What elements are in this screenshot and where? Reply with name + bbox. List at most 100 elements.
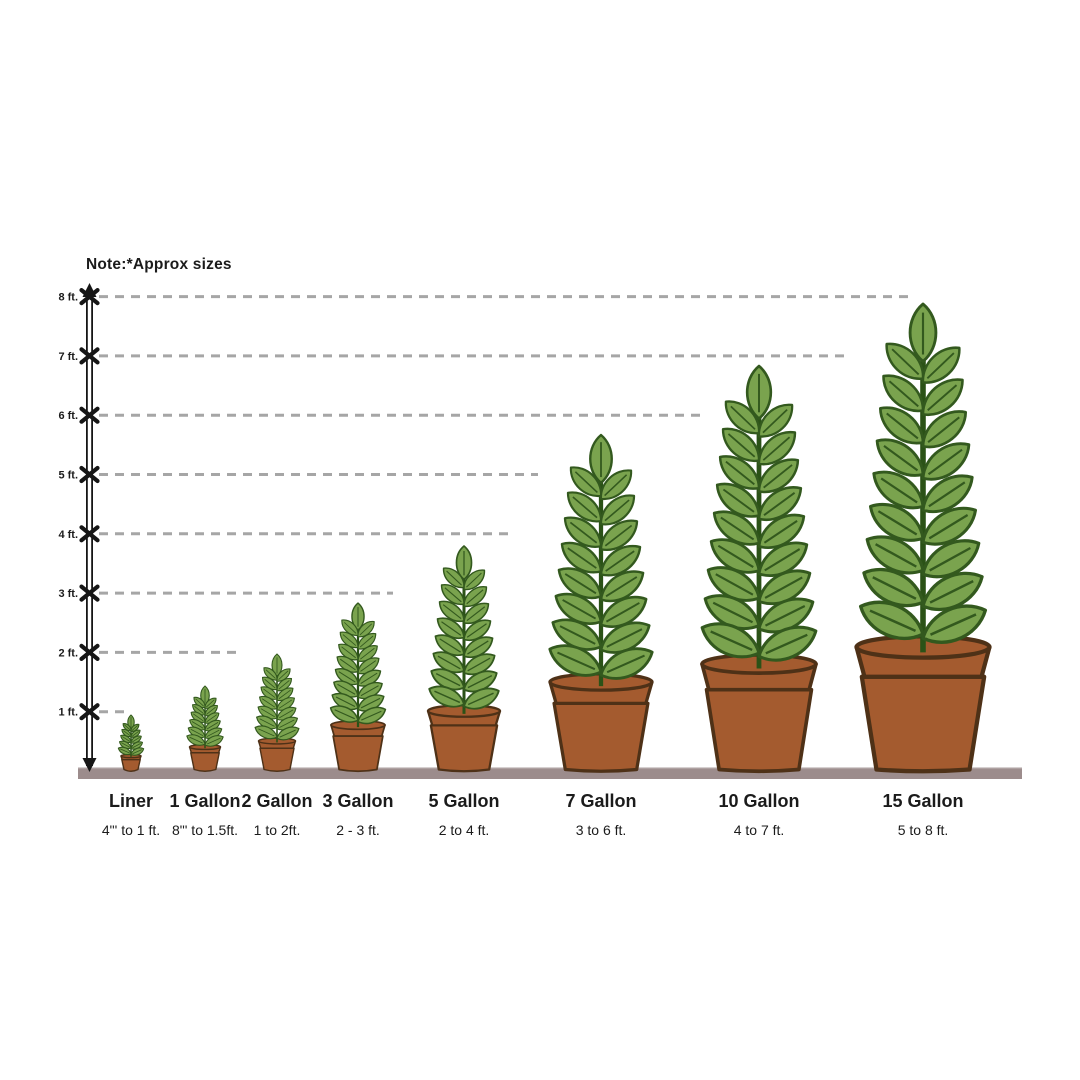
x-tick-marker bbox=[79, 406, 100, 424]
leaf bbox=[757, 403, 794, 438]
leaf bbox=[921, 378, 964, 417]
x-tick-marker bbox=[79, 703, 100, 721]
x-tick-marker bbox=[79, 584, 100, 602]
plant-2-gallon bbox=[254, 653, 300, 772]
leaf bbox=[921, 539, 981, 579]
pot-body bbox=[332, 735, 384, 773]
leaf bbox=[721, 427, 761, 463]
leaf bbox=[757, 625, 818, 662]
pot-body bbox=[704, 687, 814, 774]
leaf bbox=[357, 706, 387, 725]
leaf bbox=[557, 567, 603, 600]
leaf bbox=[921, 410, 968, 449]
y-tick-label: 5 ft. bbox=[58, 470, 78, 482]
pot-body bbox=[859, 674, 987, 774]
leaf bbox=[921, 474, 974, 514]
plants-group bbox=[117, 302, 992, 774]
pot-body bbox=[259, 747, 295, 772]
leaf bbox=[463, 586, 488, 608]
leaf bbox=[463, 687, 500, 710]
leaf bbox=[442, 567, 465, 589]
leaf bbox=[438, 600, 465, 623]
leaf bbox=[599, 647, 654, 680]
leaf bbox=[117, 746, 132, 756]
leaf bbox=[589, 433, 613, 484]
leaf bbox=[882, 374, 925, 413]
x-tick-marker bbox=[79, 465, 100, 484]
pot-body bbox=[190, 752, 220, 772]
leaf bbox=[599, 469, 633, 500]
leaf bbox=[908, 302, 938, 363]
leaf bbox=[868, 503, 925, 542]
y-tick-label: 1 ft. bbox=[58, 707, 78, 719]
leaf bbox=[566, 491, 603, 523]
leaf bbox=[862, 567, 925, 608]
leaf bbox=[560, 541, 603, 574]
leaf bbox=[921, 506, 978, 546]
leaf bbox=[434, 634, 465, 656]
gridlines-group bbox=[99, 295, 910, 714]
y-tick-label: 3 ft. bbox=[58, 588, 78, 600]
leaf bbox=[885, 342, 925, 380]
x-tick-marker bbox=[79, 525, 100, 543]
leaf bbox=[599, 494, 636, 526]
x-tick-marker bbox=[79, 347, 100, 365]
y-axis-group: 8 ft. 7 ft. 6 ft. 5 ft. 4 ft. 3 ft. 2 ft. 1 ft. bbox=[58, 283, 100, 772]
x-tick-marker bbox=[79, 643, 100, 662]
plant-10-gallon bbox=[700, 364, 818, 774]
leaf bbox=[757, 513, 806, 549]
leaf bbox=[875, 438, 925, 477]
leaf bbox=[712, 510, 761, 546]
leaf bbox=[463, 602, 490, 625]
leaf bbox=[329, 705, 359, 723]
leaf bbox=[351, 602, 365, 631]
axis-arrow-down bbox=[82, 758, 97, 772]
leaf bbox=[440, 584, 465, 606]
leaf bbox=[186, 734, 206, 746]
leaf bbox=[865, 535, 925, 575]
plant-7-gallon bbox=[548, 433, 654, 773]
leaf bbox=[872, 470, 925, 510]
leaf bbox=[700, 622, 761, 659]
leaf bbox=[715, 482, 761, 518]
leaf bbox=[254, 725, 278, 740]
y-tick-label: 7 ft. bbox=[58, 351, 78, 363]
plant-1-gallon bbox=[186, 685, 224, 772]
leaf bbox=[724, 400, 761, 435]
leaf bbox=[554, 592, 603, 625]
ground-bar bbox=[78, 767, 1022, 779]
plant-3-gallon bbox=[329, 602, 387, 773]
leaf bbox=[878, 406, 925, 445]
leaf bbox=[204, 735, 224, 747]
leaf bbox=[757, 486, 803, 522]
leaf bbox=[569, 466, 603, 497]
ground-bar-highlight bbox=[78, 767, 1022, 770]
leaf bbox=[858, 600, 925, 641]
leaf bbox=[921, 571, 984, 612]
leaf bbox=[599, 570, 645, 603]
leaf bbox=[921, 442, 971, 481]
plant-liner bbox=[117, 714, 145, 772]
leaf bbox=[921, 604, 988, 644]
leaf bbox=[548, 644, 603, 677]
leaf bbox=[428, 685, 465, 708]
plant-15-gallon bbox=[854, 302, 992, 774]
leaf bbox=[463, 569, 486, 591]
leaf bbox=[130, 747, 145, 756]
leaf bbox=[757, 431, 797, 466]
approx-sizes-note: Note:*Approx sizes bbox=[86, 256, 232, 273]
axis-arrow-up bbox=[82, 283, 97, 297]
leaf bbox=[718, 455, 761, 490]
plant-5-gallon bbox=[426, 545, 502, 773]
leaf bbox=[563, 516, 603, 548]
leaf bbox=[463, 636, 494, 658]
y-tick-label: 2 ft. bbox=[58, 647, 78, 659]
y-tick-label: 6 ft. bbox=[58, 410, 78, 422]
leaf bbox=[599, 595, 648, 628]
pot-body bbox=[429, 724, 499, 773]
leaf bbox=[599, 544, 642, 577]
ground-group bbox=[78, 767, 1022, 779]
leaf bbox=[463, 619, 492, 641]
